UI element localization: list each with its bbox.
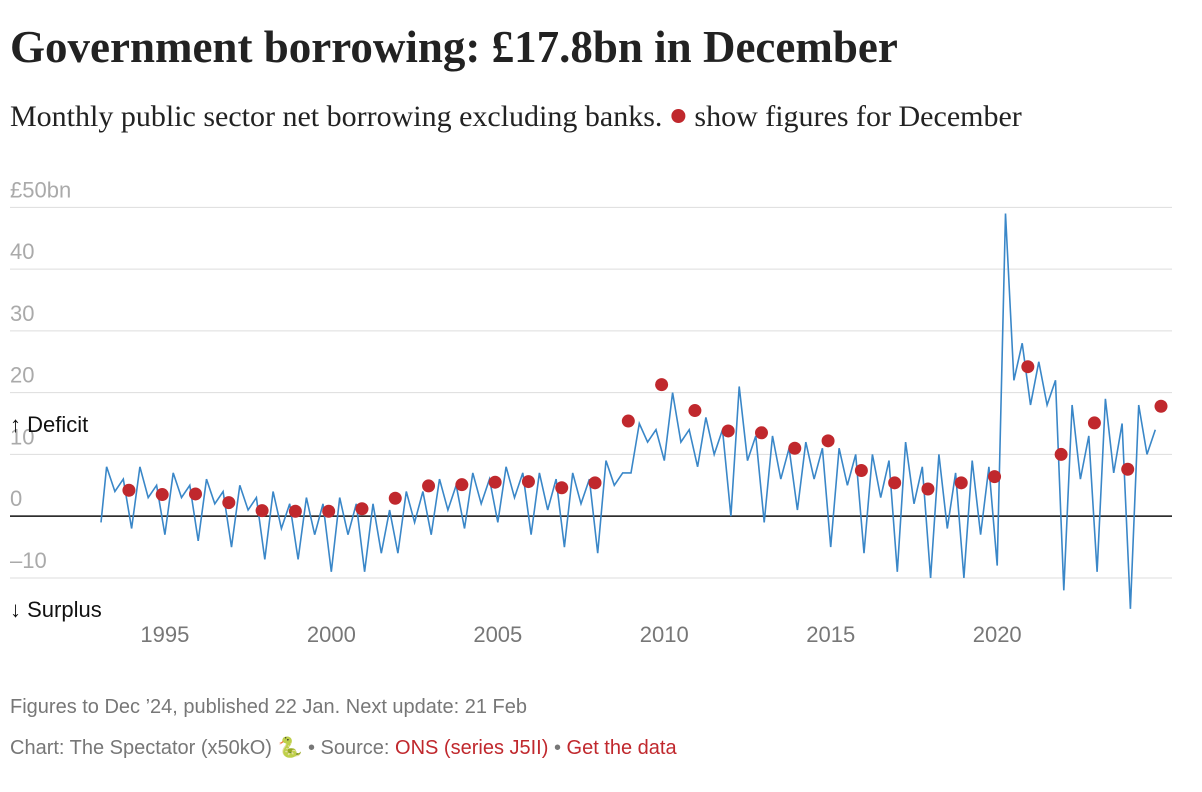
december-point <box>688 404 702 418</box>
december-point <box>621 414 635 428</box>
december-point <box>655 378 669 392</box>
december-point <box>1087 416 1101 430</box>
plot-area: –10 0 10 20 30 40 £50bn 1995 2000 2005 2010 2015 202… <box>10 177 1172 647</box>
december-point <box>355 502 369 516</box>
december-point <box>754 426 768 440</box>
december-point <box>488 475 502 489</box>
december-point <box>189 487 203 501</box>
axis-note: ↓ Surplus <box>10 597 102 622</box>
axis-note: ↑ Deficit <box>10 412 88 437</box>
december-point <box>854 463 868 477</box>
y-tick-label: 40 <box>10 239 34 264</box>
y-tick-label: 0 <box>10 486 22 511</box>
chart-title: Government borrowing: £17.8bn in Decembe… <box>10 22 898 72</box>
legend-marker <box>671 109 686 123</box>
footnote: Chart: The Spectator (x50kO) 🐍 • Source:… <box>10 735 677 759</box>
x-tick-label: 2015 <box>806 622 855 647</box>
december-point <box>521 475 535 489</box>
chart-subtitle: Monthly public sector net borrowing excl… <box>10 100 662 133</box>
december-point <box>721 424 735 438</box>
december-point <box>888 476 902 490</box>
december-point <box>222 496 236 510</box>
december-point <box>1054 447 1068 461</box>
y-tick-label: £50bn <box>10 177 71 202</box>
x-tick-label: 2000 <box>307 622 356 647</box>
december-point <box>255 504 269 518</box>
december-point <box>422 479 436 493</box>
credit: Chart: The Spectator (x50kO) 🐍 • Source: <box>10 735 395 759</box>
y-tick-label: 20 <box>10 363 34 388</box>
december-point <box>555 481 569 495</box>
december-point <box>1121 462 1135 476</box>
data-line <box>100 213 1157 609</box>
december-point <box>455 478 469 492</box>
december-point <box>954 476 968 490</box>
separator: • <box>548 737 566 759</box>
december-point <box>155 488 169 502</box>
december-point <box>122 483 136 497</box>
source-link[interactable]: ONS (series J5II) <box>395 737 548 759</box>
y-tick-label: –10 <box>10 548 47 573</box>
footnote: Figures to Dec ’24, published 22 Jan. Ne… <box>10 696 527 718</box>
december-point <box>322 504 336 518</box>
data-link[interactable]: Get the data <box>567 737 678 759</box>
legend-label: show figures for December <box>694 100 1021 133</box>
december-point <box>388 491 402 505</box>
december-point <box>1154 399 1168 413</box>
x-tick-label: 2010 <box>640 622 689 647</box>
december-point <box>921 482 935 496</box>
december-point <box>1021 360 1035 374</box>
x-tick-label: 1995 <box>140 622 189 647</box>
y-tick-label: 10 <box>10 424 34 449</box>
december-point <box>821 434 835 448</box>
december-point <box>288 504 302 518</box>
december-point <box>988 470 1002 484</box>
december-point <box>588 476 602 490</box>
december-point <box>788 441 802 455</box>
y-tick-label: 30 <box>10 301 34 326</box>
x-tick-label: 2020 <box>973 622 1022 647</box>
x-tick-label: 2005 <box>473 622 522 647</box>
